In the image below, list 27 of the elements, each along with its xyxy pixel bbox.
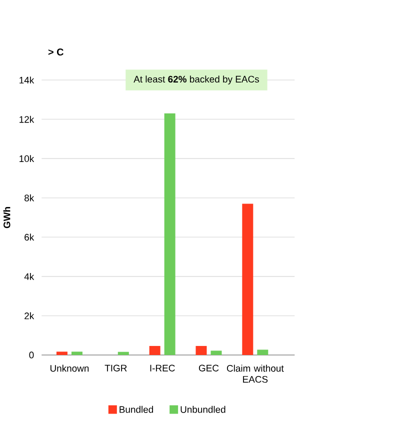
bar <box>71 352 82 355</box>
y-axis-title: GWh <box>3 207 10 228</box>
chart-title: > C <box>48 48 64 56</box>
bar <box>164 113 176 355</box>
legend-label: Bundled <box>119 406 153 413</box>
y-tick-label: 0 <box>28 352 34 358</box>
bar <box>210 350 222 355</box>
x-tick-label: Unknown <box>50 364 88 372</box>
bar <box>196 346 207 355</box>
bar <box>56 352 68 355</box>
x-tick-label: GEC <box>198 364 218 372</box>
annotation: At least 62% backed by EACs <box>133 76 259 84</box>
bar <box>256 350 268 355</box>
bar <box>118 352 129 355</box>
x-tick-label: Claim without EACS <box>226 364 284 383</box>
legend-label: Unbundled <box>180 406 225 413</box>
bar <box>242 204 253 355</box>
y-tick-label: 8k <box>24 194 34 202</box>
x-tick-label: I-REC <box>150 364 175 372</box>
y-tick-label: 2k <box>24 312 34 320</box>
x-tick-label: TIGR <box>104 364 127 372</box>
y-tick-label: 14k <box>19 76 34 84</box>
y-tick-label: 12k <box>19 116 34 123</box>
y-tick-label: 10k <box>19 155 34 162</box>
y-tick-label: 6k <box>24 234 34 241</box>
bar <box>149 346 160 355</box>
y-tick-label: 4k <box>24 272 34 280</box>
